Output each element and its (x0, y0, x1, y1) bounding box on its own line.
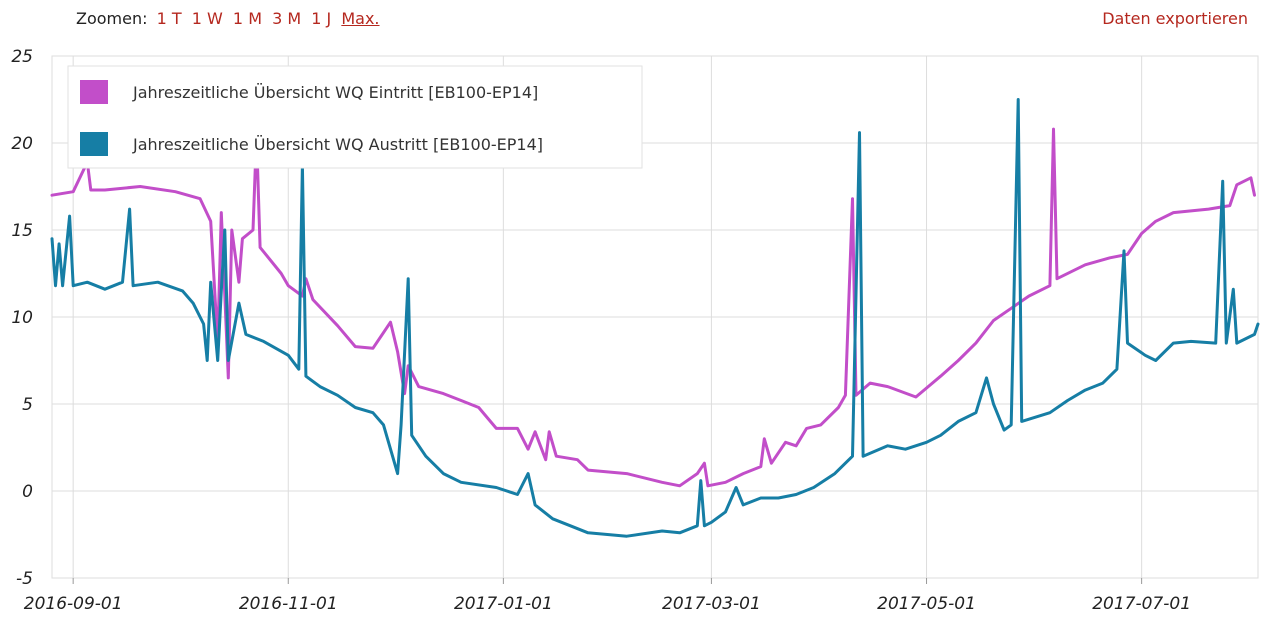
y-tick-label: -5 (16, 569, 33, 589)
zoom-option-max[interactable]: Max. (341, 9, 380, 28)
chart-legend: Jahreszeitliche Übersicht WQ Eintritt [E… (67, 65, 643, 169)
zoom-option-1t[interactable]: 1 T (156, 9, 182, 28)
x-tick-label: 2016-09-01 (24, 594, 123, 614)
zoom-controls: Zoomen: 1 T 1 W 1 M 3 M 1 J Max. (76, 9, 385, 28)
x-tick-label: 2017-03-01 (662, 594, 761, 614)
legend-swatch-austritt (80, 132, 108, 156)
x-tick-label: 2017-07-01 (1092, 594, 1191, 614)
series-line-austritt[interactable] (50, 98, 1260, 538)
x-tick-label: 2017-01-01 (454, 594, 553, 614)
x-axis: 2016-09-01 2016-11-01 2017-01-01 2017-03-01… (24, 578, 1191, 614)
legend-swatch-eintritt (80, 80, 108, 104)
series-line-eintritt[interactable] (50, 127, 1256, 488)
chart-toolbar: Zoomen: 1 T 1 W 1 M 3 M 1 J Max. Daten e… (0, 0, 1280, 40)
legend-label-austritt[interactable]: Jahreszeitliche Übersicht WQ Austritt [E… (132, 135, 543, 154)
y-tick-label: 25 (11, 47, 33, 67)
y-tick-label: 10 (11, 308, 33, 328)
x-tick-label: 2016-11-01 (239, 594, 338, 614)
zoom-option-3m[interactable]: 3 M (272, 9, 302, 28)
y-axis: -5 0 5 10 15 20 25 (11, 47, 33, 589)
zoom-label: Zoomen: (76, 9, 148, 28)
chart-series (50, 98, 1260, 538)
x-tick-label: 2017-05-01 (877, 594, 976, 614)
y-tick-label: 0 (22, 482, 33, 502)
zoom-option-1w[interactable]: 1 W (191, 9, 223, 28)
y-tick-label: 15 (11, 221, 33, 241)
legend-background (67, 65, 643, 169)
y-tick-label: 20 (11, 134, 33, 154)
legend-label-eintritt[interactable]: Jahreszeitliche Übersicht WQ Eintritt [E… (132, 83, 538, 102)
y-tick-label: 5 (22, 395, 33, 415)
zoom-option-1m[interactable]: 1 M (232, 9, 262, 28)
export-data-link[interactable]: Daten exportieren (1102, 9, 1248, 28)
zoom-option-1j[interactable]: 1 J (311, 9, 332, 28)
